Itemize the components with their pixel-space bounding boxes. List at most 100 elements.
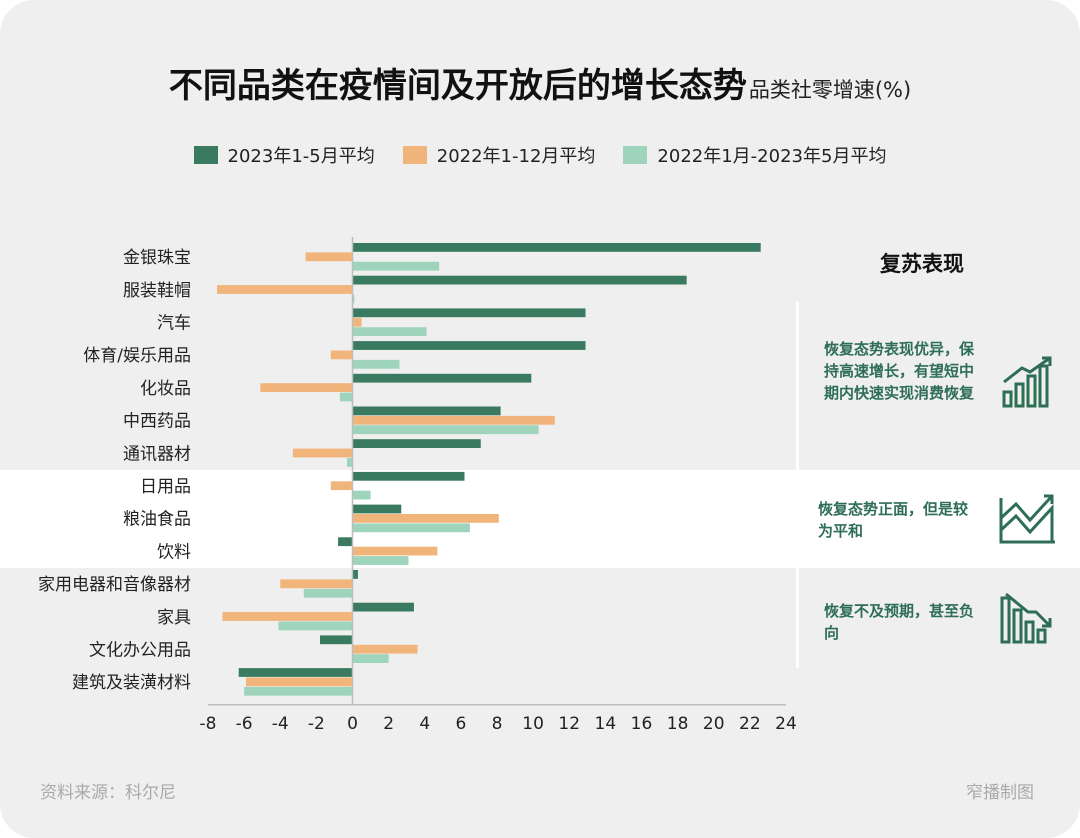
bar-2 xyxy=(222,612,353,621)
legend-label-3: 2022年1月-2023年5月平均 xyxy=(657,146,887,167)
bar-1 xyxy=(238,668,353,677)
x-tick-label: 18 xyxy=(667,714,689,734)
bar-2 xyxy=(245,677,353,687)
bar-2 xyxy=(352,514,499,523)
bar-3 xyxy=(339,392,353,402)
category-label: 金银珠宝 xyxy=(123,248,191,268)
chart-title: 不同品类在疫情间及开放后的增长态势 xyxy=(168,66,747,106)
bar-2 xyxy=(352,415,555,425)
x-tick-label: -6 xyxy=(236,714,253,734)
bar-2 xyxy=(330,350,353,360)
legend-item-3: 2022年1月-2023年5月平均 xyxy=(623,142,886,168)
x-tick-label: 10 xyxy=(522,714,544,734)
bar-1 xyxy=(352,341,586,350)
divider-line xyxy=(796,568,799,668)
legend-swatch-1 xyxy=(193,146,218,164)
category-label: 家用电器和音像器材 xyxy=(38,575,191,595)
bar-1 xyxy=(352,275,687,285)
legend-item-2: 2022年1-12月平均 xyxy=(402,142,596,168)
bar-2 xyxy=(280,579,353,589)
bar-2 xyxy=(217,285,353,294)
category-label: 服装鞋帽 xyxy=(123,281,191,301)
bar-3 xyxy=(244,686,353,696)
bar-3 xyxy=(347,458,353,467)
bar-1 xyxy=(352,439,481,448)
line-chart-up-icon xyxy=(999,494,1055,544)
x-tick-label: 12 xyxy=(558,714,580,734)
bar-3 xyxy=(352,261,440,271)
bar-3 xyxy=(352,523,470,533)
bar-3 xyxy=(352,425,539,435)
category-label: 饮料 xyxy=(157,542,191,562)
recovery-text-weak: 恢复不及预期，甚至负向 xyxy=(824,602,975,642)
legend: 2023年1-5月平均 2022年1-12月平均 2022年1月-2023年5月… xyxy=(0,142,1080,168)
x-tick-label: 6 xyxy=(455,714,466,734)
x-tick-label: 8 xyxy=(492,714,503,734)
recovery-text-strong: 恢复态势表现优异，保持高速增长，有望短中期内快速实现消费恢复 xyxy=(824,340,975,402)
category-label: 通讯器材 xyxy=(123,444,191,464)
bar-3 xyxy=(352,359,400,369)
bar-chart-down-icon xyxy=(1000,592,1052,644)
bar-2 xyxy=(352,644,418,654)
bar-1 xyxy=(352,373,532,383)
x-tick-label: -4 xyxy=(272,714,289,734)
bar-1 xyxy=(338,537,353,547)
legend-item-1: 2023年1-5月平均 xyxy=(193,142,375,168)
category-label: 中西药品 xyxy=(123,412,191,432)
category-label: 文化办公用品 xyxy=(89,641,191,661)
x-tick-label: 4 xyxy=(419,714,430,734)
category-label: 化妆品 xyxy=(140,379,191,399)
bar-1 xyxy=(352,243,761,252)
bar-3 xyxy=(278,621,353,631)
recovery-title: 复苏表现 xyxy=(880,252,964,276)
highlight-band xyxy=(0,470,1080,568)
x-tick-label: -8 xyxy=(200,714,217,734)
x-tick-label: 20 xyxy=(703,714,725,734)
x-tick-label: 14 xyxy=(595,714,617,734)
bar-1 xyxy=(352,602,414,612)
bar-1 xyxy=(352,471,465,481)
legend-swatch-2 xyxy=(402,146,427,164)
category-label: 粮油食品 xyxy=(123,510,191,530)
bar-2 xyxy=(305,252,353,262)
x-tick-label: 2 xyxy=(383,714,394,734)
bar-3 xyxy=(352,654,389,663)
x-tick-label: 24 xyxy=(775,714,797,734)
bar-3 xyxy=(352,556,409,565)
bar-1 xyxy=(352,570,358,579)
bar-2 xyxy=(330,481,353,491)
legend-swatch-3 xyxy=(623,146,648,164)
category-label: 汽车 xyxy=(157,314,191,334)
bar-1 xyxy=(319,635,353,645)
legend-label-1: 2023年1-5月平均 xyxy=(227,146,375,167)
divider-line xyxy=(796,302,799,470)
bar-3 xyxy=(352,490,371,500)
category-label: 体育/娱乐用品 xyxy=(83,346,191,366)
category-label: 日用品 xyxy=(140,477,191,497)
chart-subtitle: 品类社零增速(%) xyxy=(748,78,912,102)
legend-label-2: 2022年1-12月平均 xyxy=(436,146,596,167)
bar-1 xyxy=(352,308,586,318)
bar-1 xyxy=(352,504,402,514)
bar-3 xyxy=(352,294,355,304)
bar-2 xyxy=(352,546,438,556)
x-tick-label: 0 xyxy=(347,714,358,734)
bar-3 xyxy=(352,327,427,336)
title-row: 不同品类在疫情间及开放后的增长态势品类社零增速(%) xyxy=(0,58,1080,107)
category-label: 建筑及装潢材料 xyxy=(72,673,191,693)
bar-1 xyxy=(352,406,501,416)
x-tick-label: 16 xyxy=(631,714,653,734)
bar-2 xyxy=(352,317,362,327)
bar-3 xyxy=(303,588,353,598)
bar-2 xyxy=(260,383,353,392)
x-tick-label: 22 xyxy=(739,714,761,734)
credit-note: 窄播制图 xyxy=(966,783,1034,803)
x-tick-label: -2 xyxy=(308,714,325,734)
bar-2 xyxy=(292,448,353,458)
recovery-text-moderate: 恢复态势正面，但是较为平和 xyxy=(818,500,969,540)
source-note: 资料来源：科尔尼 xyxy=(40,783,176,803)
bar-chart-up-icon xyxy=(1002,356,1052,408)
category-label: 家具 xyxy=(157,608,191,628)
